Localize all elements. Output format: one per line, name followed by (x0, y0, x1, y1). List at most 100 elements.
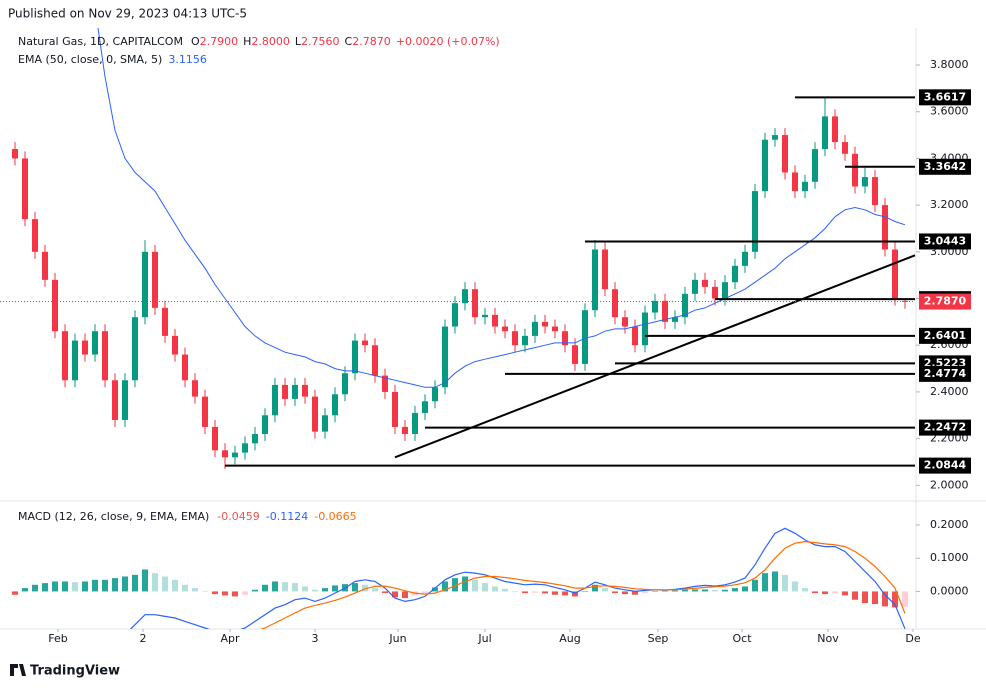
last-price-tag (919, 293, 971, 310)
x-tick-label: Jul (477, 632, 491, 645)
candle-body (32, 219, 38, 252)
y-tick-label: 3.8000 (930, 58, 969, 71)
macd-series-last: -0.0665 (314, 510, 356, 523)
candle-body (852, 153, 858, 187)
candle-body (252, 433, 258, 444)
candle-body (52, 279, 58, 332)
candle-body (792, 172, 798, 192)
candle-body (352, 340, 358, 374)
y-tick-label: 3.6000 (930, 105, 969, 118)
level-tag (919, 419, 971, 436)
x-tick-label: Oct (732, 632, 752, 645)
histogram-bar (92, 579, 98, 592)
histogram-bar (612, 591, 618, 594)
candle-body (102, 331, 108, 381)
candle-body (322, 415, 328, 432)
level-tag (919, 365, 971, 382)
candle-body (432, 387, 438, 402)
x-tick-label: Jun (388, 632, 406, 645)
histogram-bar (572, 591, 578, 597)
candle-body (692, 279, 698, 294)
level-label: 2.4774 (924, 367, 967, 380)
histogram-bar (262, 584, 268, 592)
candle-body (752, 191, 758, 252)
histogram-bar (562, 591, 568, 596)
candle-body (362, 340, 368, 346)
candle-body (772, 135, 778, 140)
candle-body (702, 279, 708, 287)
macd-line (129, 527, 906, 629)
candle-body (382, 375, 388, 392)
candle-body (502, 326, 508, 332)
candle-body (272, 384, 278, 416)
histogram-bar (902, 591, 908, 607)
y-tick-label: 3.2000 (930, 198, 969, 211)
histogram-bar (372, 588, 378, 592)
y-tick-label: 0.2000 (930, 518, 969, 531)
histogram-bar (812, 591, 818, 594)
candle-body (842, 142, 848, 154)
histogram-bar (362, 584, 368, 592)
candle-body (72, 340, 78, 381)
histogram-bar (582, 591, 588, 592)
candle-body (122, 380, 128, 420)
candle-body (672, 317, 678, 322)
x-tick-label: Aug (559, 632, 580, 645)
histogram-bar (432, 587, 438, 592)
histogram-bar (52, 581, 58, 592)
histogram-bar (532, 591, 538, 593)
histogram-bar (142, 569, 148, 592)
candle-body (742, 251, 748, 266)
indicator-legend: EMA (50, close, 0, SMA, 5) 3.1156 (18, 53, 207, 66)
level-tag (919, 158, 971, 175)
candle-body (282, 384, 288, 399)
candle-body (82, 340, 88, 355)
histogram-bar (122, 576, 128, 592)
histogram-bar (22, 588, 28, 592)
candle-body (662, 300, 668, 322)
histogram-bar (632, 591, 638, 595)
histogram-bar (162, 576, 168, 592)
x-tick-label: Sep (648, 632, 669, 645)
candle-body (462, 289, 468, 304)
histogram-bar (672, 590, 678, 592)
indicator-last: 3.1156 (168, 53, 207, 66)
level-label: 3.0443 (924, 234, 966, 247)
candle-body (552, 326, 558, 332)
histogram-bar (662, 590, 668, 592)
candle-body (882, 205, 888, 250)
candle-body (522, 335, 528, 346)
candle-body (332, 394, 338, 416)
histogram-bar (232, 591, 238, 597)
histogram-bar (752, 579, 758, 592)
ohlc-value: 2.7870 (352, 35, 391, 48)
candle-body (892, 249, 898, 299)
ohlc-value: 2.7900 (200, 35, 239, 48)
histogram-bar (112, 578, 118, 592)
candle-body (832, 116, 838, 143)
ohlc-value: 2.8000 (251, 35, 290, 48)
candle-body (212, 426, 218, 451)
ohlc-key: L (295, 35, 302, 48)
histogram-bar (242, 591, 248, 595)
footer-brand: TradingView (30, 664, 120, 679)
histogram-bar (822, 591, 828, 595)
candle-body (632, 326, 638, 346)
symbol: Natural Gas, 1D, CAPITALCOM (18, 35, 183, 48)
histogram-bar (692, 589, 698, 592)
candle-body (532, 321, 538, 336)
candle-body (822, 116, 828, 150)
histogram-bar (252, 589, 258, 592)
candle-body (242, 443, 248, 453)
histogram-bar (172, 579, 178, 592)
candle-body (802, 181, 808, 192)
histogram-bar (72, 582, 78, 592)
histogram-bar (492, 586, 498, 592)
candle-body (112, 380, 118, 420)
candle-body (542, 321, 548, 327)
ema-line (97, 28, 906, 388)
histogram-bar (82, 581, 88, 592)
level-tag (919, 233, 971, 250)
